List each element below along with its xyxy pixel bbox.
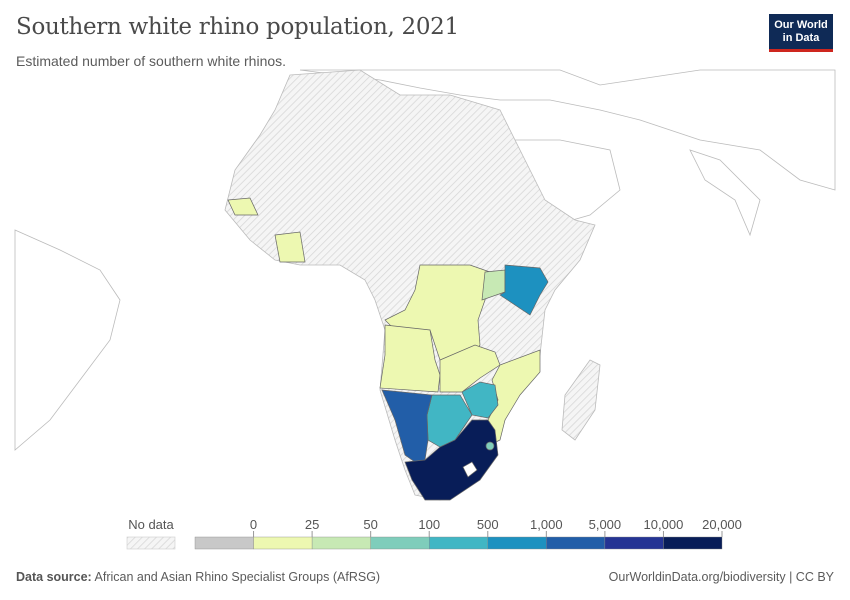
legend-bin[interactable]	[487, 536, 547, 550]
legend-no-data-label: No data	[128, 517, 174, 532]
legend-no-data-swatch	[126, 536, 176, 550]
legend-bin[interactable]	[253, 536, 313, 550]
legend-bin[interactable]	[194, 536, 254, 550]
legend-tick-label: 500	[476, 517, 499, 532]
legend-tick-label: 50	[363, 517, 378, 532]
legend-tick-label: 1,000	[530, 517, 563, 532]
legend-tick-label: 5,000	[588, 517, 622, 532]
country-angola[interactable]	[379, 324, 441, 393]
india-landmass	[689, 149, 761, 237]
legend-bin[interactable]	[311, 536, 371, 550]
legend-tick-label: 20,000	[702, 517, 742, 532]
europe-asia-landmass	[299, 69, 836, 191]
page-subtitle: Estimated number of southern white rhino…	[16, 53, 287, 69]
country-senegal[interactable]	[227, 197, 259, 216]
license-label[interactable]: CC BY	[795, 570, 834, 584]
legend-bins	[194, 531, 723, 550]
footer-right: OurWorldinData.org/biodiversity | CC BY	[608, 570, 834, 584]
country-kenya[interactable]	[499, 264, 549, 316]
south-america-landmass	[14, 229, 121, 451]
madagascar-no-data	[561, 359, 601, 441]
legend-bin[interactable]	[429, 536, 488, 550]
country-eswatini[interactable]	[485, 441, 495, 451]
page-title: Southern white rhino population, 2021	[16, 14, 459, 40]
source-link[interactable]: OurWorldinData.org/biodiversity	[608, 570, 786, 584]
legend-tick-label: 25	[304, 517, 320, 532]
country-lesotho[interactable]	[462, 461, 478, 478]
legend-bin[interactable]	[604, 536, 664, 550]
owid-logo[interactable]: Our World in Data	[769, 14, 833, 52]
data-source: Data source: African and Asian Rhino Spe…	[16, 570, 380, 584]
legend-bin[interactable]	[370, 536, 430, 550]
legend-bin[interactable]	[546, 536, 606, 550]
data-source-label: Data source:	[16, 570, 92, 584]
legend-bin[interactable]	[663, 536, 723, 550]
legend-tick-label: 10,000	[643, 517, 684, 532]
legend-tick-label: 0	[249, 517, 258, 532]
country-zambia[interactable]	[439, 344, 501, 393]
data-source-text: African and Asian Rhino Specialist Group…	[94, 570, 381, 584]
country-namibia[interactable]	[381, 389, 433, 463]
country-cote-divoire[interactable]	[274, 231, 306, 263]
legend-tick-label: 100	[418, 517, 441, 532]
country-south-africa[interactable]	[404, 419, 499, 501]
